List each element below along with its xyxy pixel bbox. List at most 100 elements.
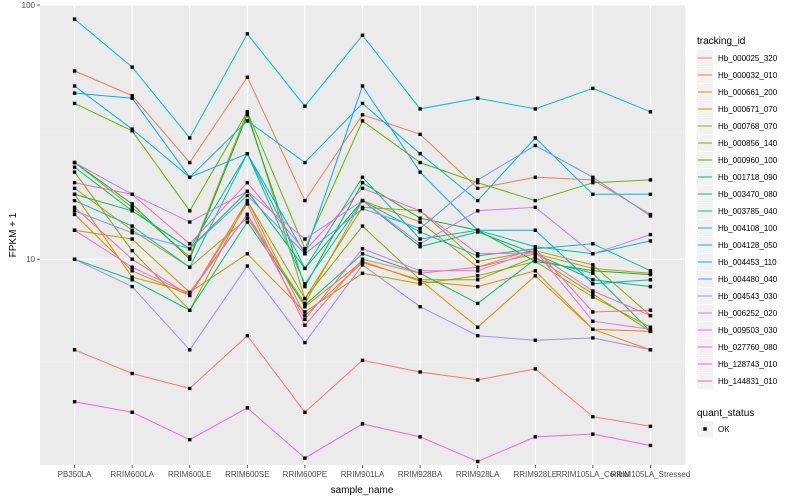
legend-label: Hb_001718_090 xyxy=(718,173,778,182)
x-tick-label-8: RRIM928LE xyxy=(513,470,557,479)
data-point-Hb_128743_010-4 xyxy=(303,340,307,345)
data-point-Hb_000671_070-0 xyxy=(72,212,77,217)
data-point-Hb_003470_080-6 xyxy=(418,160,422,165)
data-point-Hb_000768_070-0 xyxy=(72,186,77,191)
data-point-Hb_004108_100-6 xyxy=(418,244,422,249)
data-point-Hb_003470_080-0 xyxy=(72,101,77,106)
data-point-Hb_128743_010-8 xyxy=(533,338,537,342)
data-point-Hb_000856_140-10 xyxy=(648,325,653,329)
data-point-Hb_004453_110-1 xyxy=(130,209,134,213)
x-axis-title: sample_name xyxy=(331,485,394,496)
data-point-Hb_000032_010-1 xyxy=(130,93,134,98)
data-point-Hb_000856_140-1 xyxy=(130,237,134,241)
legend-item-Hb_000671_070: Hb_000671_070 xyxy=(697,101,778,117)
data-point-Hb_027760_080-4 xyxy=(303,252,307,256)
legend-label: Hb_004480_040 xyxy=(718,275,778,284)
data-point-Hb_000768_070-9 xyxy=(591,266,595,271)
legend-label: Hb_003785_040 xyxy=(718,207,778,216)
legend-item-Hb_000661_200: Hb_000661_200 xyxy=(697,84,778,100)
data-point-Hb_000098_020-1 xyxy=(130,410,134,414)
data-point-Hb_000099_010-4 xyxy=(303,317,307,322)
data-point-Hb_000856_140-5 xyxy=(360,271,365,276)
data-point-Hb_000096_040-0 xyxy=(72,205,77,210)
data-point-Hb_004453_110-5 xyxy=(360,175,365,179)
data-point-Hb_000025_320-6 xyxy=(418,370,422,374)
data-point-Hb_000096_040-3 xyxy=(245,202,250,206)
data-point-Hb_004128_050-8 xyxy=(533,257,537,261)
data-point-Hb_000768_070-3 xyxy=(245,216,250,220)
data-point-Hb_004453_110-10 xyxy=(648,239,653,243)
legend-label: Hb_000768_070 xyxy=(718,122,778,131)
data-point-Hb_000025_320-5 xyxy=(360,358,365,363)
data-point-Hb_006252_020-8 xyxy=(533,136,537,140)
data-point-Hb_000032_010-3 xyxy=(245,75,250,79)
data-point-Hb_000097_030-8 xyxy=(533,251,537,255)
data-point-Hb_001718_090-6 xyxy=(418,278,422,282)
data-point-Hb_144831_010-2 xyxy=(188,220,192,224)
data-point-Hb_003785_040-9 xyxy=(591,269,595,273)
data-point-Hb_004453_110-8 xyxy=(533,244,537,249)
data-point-Hb_004480_040-10 xyxy=(648,269,653,273)
legend-label: Hb_006252_020 xyxy=(718,309,778,318)
data-point-Hb_000097_030-4 xyxy=(303,248,307,253)
data-point-Hb_003470_080-9 xyxy=(591,180,595,185)
data-point-Hb_000025_320-8 xyxy=(533,367,537,371)
data-point-Hb_000671_070-7 xyxy=(475,325,480,329)
data-point-Hb_004480_040-0 xyxy=(72,198,77,203)
legend-title: tracking_id xyxy=(697,36,745,47)
data-point-Hb_000032_010-9 xyxy=(591,178,595,182)
x-tick-label-10: RRIM105LA_Stressed xyxy=(611,470,691,479)
data-point-Hb_000768_070-1 xyxy=(130,228,134,232)
data-point-Hb_003785_040-10 xyxy=(648,272,653,277)
data-point-Hb_144831_010-7 xyxy=(475,209,480,213)
data-point-Hb_006252_020-5 xyxy=(360,101,365,106)
data-point-Hb_003470_080-2 xyxy=(188,209,192,213)
data-point-Hb_004128_050-7 xyxy=(475,301,480,306)
data-point-Hb_000856_140-7 xyxy=(475,274,480,278)
legend-item-Hb_128743_010: Hb_128743_010 xyxy=(697,356,778,372)
x-axis: PB350LA RRIM600LA RRIM600LE RRIM600SE RRIM60… xyxy=(58,465,691,479)
data-point-Hb_003470_080-10 xyxy=(648,178,653,182)
data-point-Hb_000096_040-7 xyxy=(475,265,480,269)
data-point-Hb_003785_040-4 xyxy=(303,284,307,289)
data-point-Hb_000025_320-2 xyxy=(188,386,192,391)
data-point-Hb_003785_040-3 xyxy=(245,113,250,117)
data-point-Hb_000099_010-1 xyxy=(130,265,134,269)
legend-label: Hb_144831_010 xyxy=(718,377,778,386)
data-point-Hb_144831_010-5 xyxy=(360,198,365,203)
data-point-Hb_009503_030-1 xyxy=(130,96,134,100)
data-point-Hb_000032_010-0 xyxy=(72,69,77,73)
data-point-Hb_009503_030-8 xyxy=(533,228,537,232)
data-point-Hb_000032_010-5 xyxy=(360,113,365,117)
data-point-Hb_027760_080-2 xyxy=(188,246,192,251)
data-point-Hb_144831_010-9 xyxy=(591,252,595,256)
data-point-Hb_000099_010-7 xyxy=(475,269,480,273)
legend-item-Hb_000768_070: Hb_000768_070 xyxy=(697,118,778,134)
data-point-Hb_004108_100-9 xyxy=(591,278,595,282)
legend-label: Hb_000856_140 xyxy=(718,139,778,148)
data-point-Hb_000098_020-3 xyxy=(245,406,250,410)
data-point-Hb_009503_030-0 xyxy=(72,91,77,95)
data-point-Hb_004480_040-2 xyxy=(188,265,192,269)
data-point-Hb_001718_090-0 xyxy=(72,170,77,174)
legend-label: Hb_003470_080 xyxy=(718,190,778,199)
legend-item-Hb_001718_090: Hb_001718_090 xyxy=(697,169,778,185)
x-tick-label-2: RRIM600LE xyxy=(168,470,212,479)
data-point-Hb_128743_010-0 xyxy=(72,257,77,261)
data-point-Hb_000096_040-6 xyxy=(418,271,422,276)
data-point-Hb_000025_320-0 xyxy=(72,348,77,352)
data-point-Hb_000960_100-9 xyxy=(591,263,595,267)
data-point-Hb_000097_030-6 xyxy=(418,209,422,213)
legend: tracking_id Hb_000025_320 Hb_000032_010 Hb… xyxy=(697,36,778,389)
data-point-Hb_000025_320-4 xyxy=(303,410,307,414)
data-point-Hb_000032_010-7 xyxy=(475,186,480,191)
legend-item-Hb_009503_030: Hb_009503_030 xyxy=(697,322,778,338)
data-point-Hb_009503_030-5 xyxy=(360,84,365,88)
data-point-Hb_000671_070-8 xyxy=(533,274,537,278)
data-point-Hb_004543_030-1 xyxy=(130,65,134,69)
data-point-Hb_000098_020-0 xyxy=(72,400,77,404)
data-point-Hb_000099_010-10 xyxy=(648,327,653,331)
shape-legend-title: quant_status xyxy=(697,408,754,419)
data-point-Hb_000671_070-1 xyxy=(130,269,134,273)
data-point-Hb_004543_030-5 xyxy=(360,33,365,37)
